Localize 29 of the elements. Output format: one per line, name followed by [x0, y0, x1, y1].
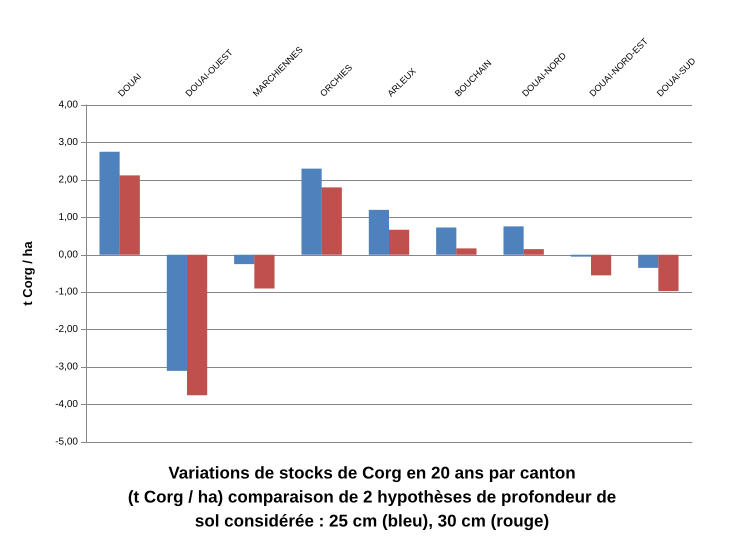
- bar: [301, 168, 322, 255]
- bar: [658, 254, 679, 292]
- y-tick-label: 1,00: [58, 212, 78, 223]
- y-tick-label: 0,00: [58, 249, 78, 260]
- bar: [436, 227, 456, 255]
- bar: [254, 254, 275, 288]
- y-tick-label: 2,00: [58, 174, 78, 186]
- y-tick-label: -2,00: [55, 324, 78, 336]
- y-tick-label: -1,00: [55, 286, 78, 298]
- text: Variations de stocks de Corg en 20 ans par canton (t Corg / ha) comparaison de 2 hypothèses de profondeur de sol considérée : 25 cm (bleu), 30 cm (rouge): [128, 464, 616, 530]
- bar: [638, 254, 658, 268]
- y-tick-label: -4,00: [55, 399, 78, 410]
- bar: [456, 248, 477, 255]
- bar: [120, 175, 140, 255]
- y-tick-label: 4,00: [58, 100, 78, 110]
- bar: [503, 226, 524, 255]
- bar: [166, 254, 187, 371]
- bar: [591, 254, 612, 276]
- bar: [99, 152, 120, 255]
- y-tick-label: -3,00: [55, 362, 78, 373]
- bar: [322, 187, 342, 255]
- bar: [187, 254, 208, 396]
- y-tick-label: -5,00: [55, 436, 78, 448]
- bar: [234, 254, 254, 264]
- y-axis-title: t Corg / ha: [20, 240, 35, 306]
- y-tick-label: 3,00: [58, 136, 78, 148]
- bar: [368, 210, 389, 255]
- bar: [524, 249, 544, 255]
- bar: [389, 230, 410, 255]
